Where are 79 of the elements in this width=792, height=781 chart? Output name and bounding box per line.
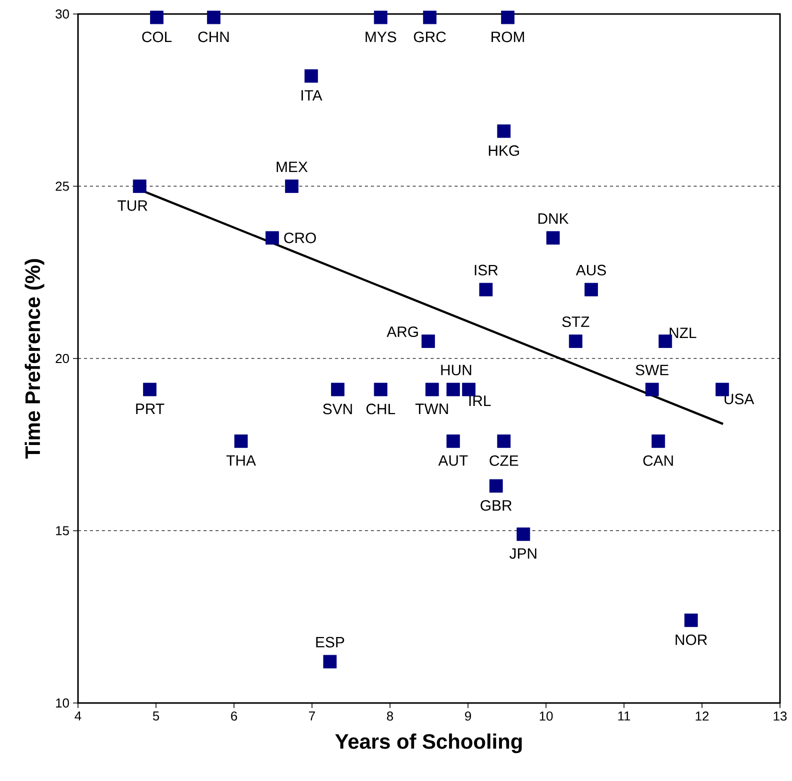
point (497, 434, 511, 448)
annotation: TUR (118, 200, 148, 211)
point (323, 654, 337, 668)
point (207, 10, 220, 24)
point (568, 334, 582, 348)
x-tick-label: 6 (231, 712, 238, 721)
y-tick-label: 10 (56, 698, 69, 708)
x-tick-label: 4 (74, 712, 82, 720)
annotation: SVN (323, 404, 352, 414)
annotation: CZE (490, 455, 518, 466)
x-tick-label: 8 (386, 712, 394, 721)
annotation: TWN (415, 404, 448, 414)
x-tick-label: 10 (540, 712, 553, 721)
annotation: GBR (480, 500, 512, 511)
annotation: ESP (316, 636, 344, 648)
x-axis-title: Years of Schooling (335, 734, 522, 754)
annotation: CAN (643, 455, 673, 466)
point (462, 382, 476, 396)
point (374, 10, 388, 24)
point (423, 10, 436, 24)
annotation: COL (142, 32, 172, 42)
point (479, 282, 493, 296)
x-tick-label: 5 (152, 712, 160, 721)
point (645, 382, 659, 396)
annotation: MEX (276, 162, 308, 172)
annotation: HUN (441, 364, 472, 376)
annotation: SWE (636, 364, 668, 376)
y-tick-label: 20 (56, 354, 69, 364)
point (234, 434, 248, 448)
annotation: DNK (538, 213, 569, 224)
annotation: JPN (510, 548, 536, 559)
y-tick-label: 25 (56, 182, 69, 191)
annotation: IRL (469, 396, 491, 406)
point (516, 527, 530, 541)
annotation: GRC (414, 32, 446, 42)
point (266, 231, 279, 245)
point (501, 10, 514, 24)
x-tick-label: 13 (774, 712, 787, 721)
x-tick-label: 12 (696, 712, 709, 721)
annotation: AUS (576, 264, 606, 276)
annotation: CRO (284, 232, 316, 244)
annotation: NZL (670, 328, 696, 338)
annotation: ISR (474, 264, 498, 276)
annotation: AUT (438, 455, 468, 466)
y-tick-label: 30 (56, 9, 69, 19)
annotation: ROM (492, 32, 524, 42)
x-tick-label: 7 (309, 712, 315, 720)
x-tick-label: 11 (618, 712, 630, 720)
point (446, 382, 460, 396)
annotation: ARG (386, 326, 418, 338)
point (684, 614, 698, 628)
annotation: MYS (366, 32, 396, 42)
annotation: NOR (676, 634, 707, 646)
point (304, 69, 318, 83)
point (497, 124, 511, 138)
x-tick-label: 9 (465, 712, 471, 721)
point (331, 382, 344, 396)
y-tick-label: 15 (56, 526, 69, 536)
point (425, 382, 439, 396)
annotation: USA (724, 394, 754, 404)
point (132, 180, 146, 193)
point (150, 10, 164, 24)
point (285, 180, 298, 193)
point (446, 434, 460, 448)
annotation: PRT (136, 404, 164, 414)
annotation: HKG (488, 145, 519, 156)
annotation: ITA (302, 90, 322, 100)
point (374, 382, 388, 396)
y-axis-title: Time Preference (%) (24, 259, 44, 459)
point (143, 382, 156, 396)
point (584, 282, 598, 296)
point (422, 334, 435, 348)
annotation: CHN (198, 32, 229, 42)
annotation: STZ (562, 316, 590, 328)
annotation: CHL (366, 404, 396, 414)
annotation: THA (226, 455, 256, 466)
point (652, 434, 666, 448)
point (489, 479, 503, 493)
point (546, 231, 560, 245)
